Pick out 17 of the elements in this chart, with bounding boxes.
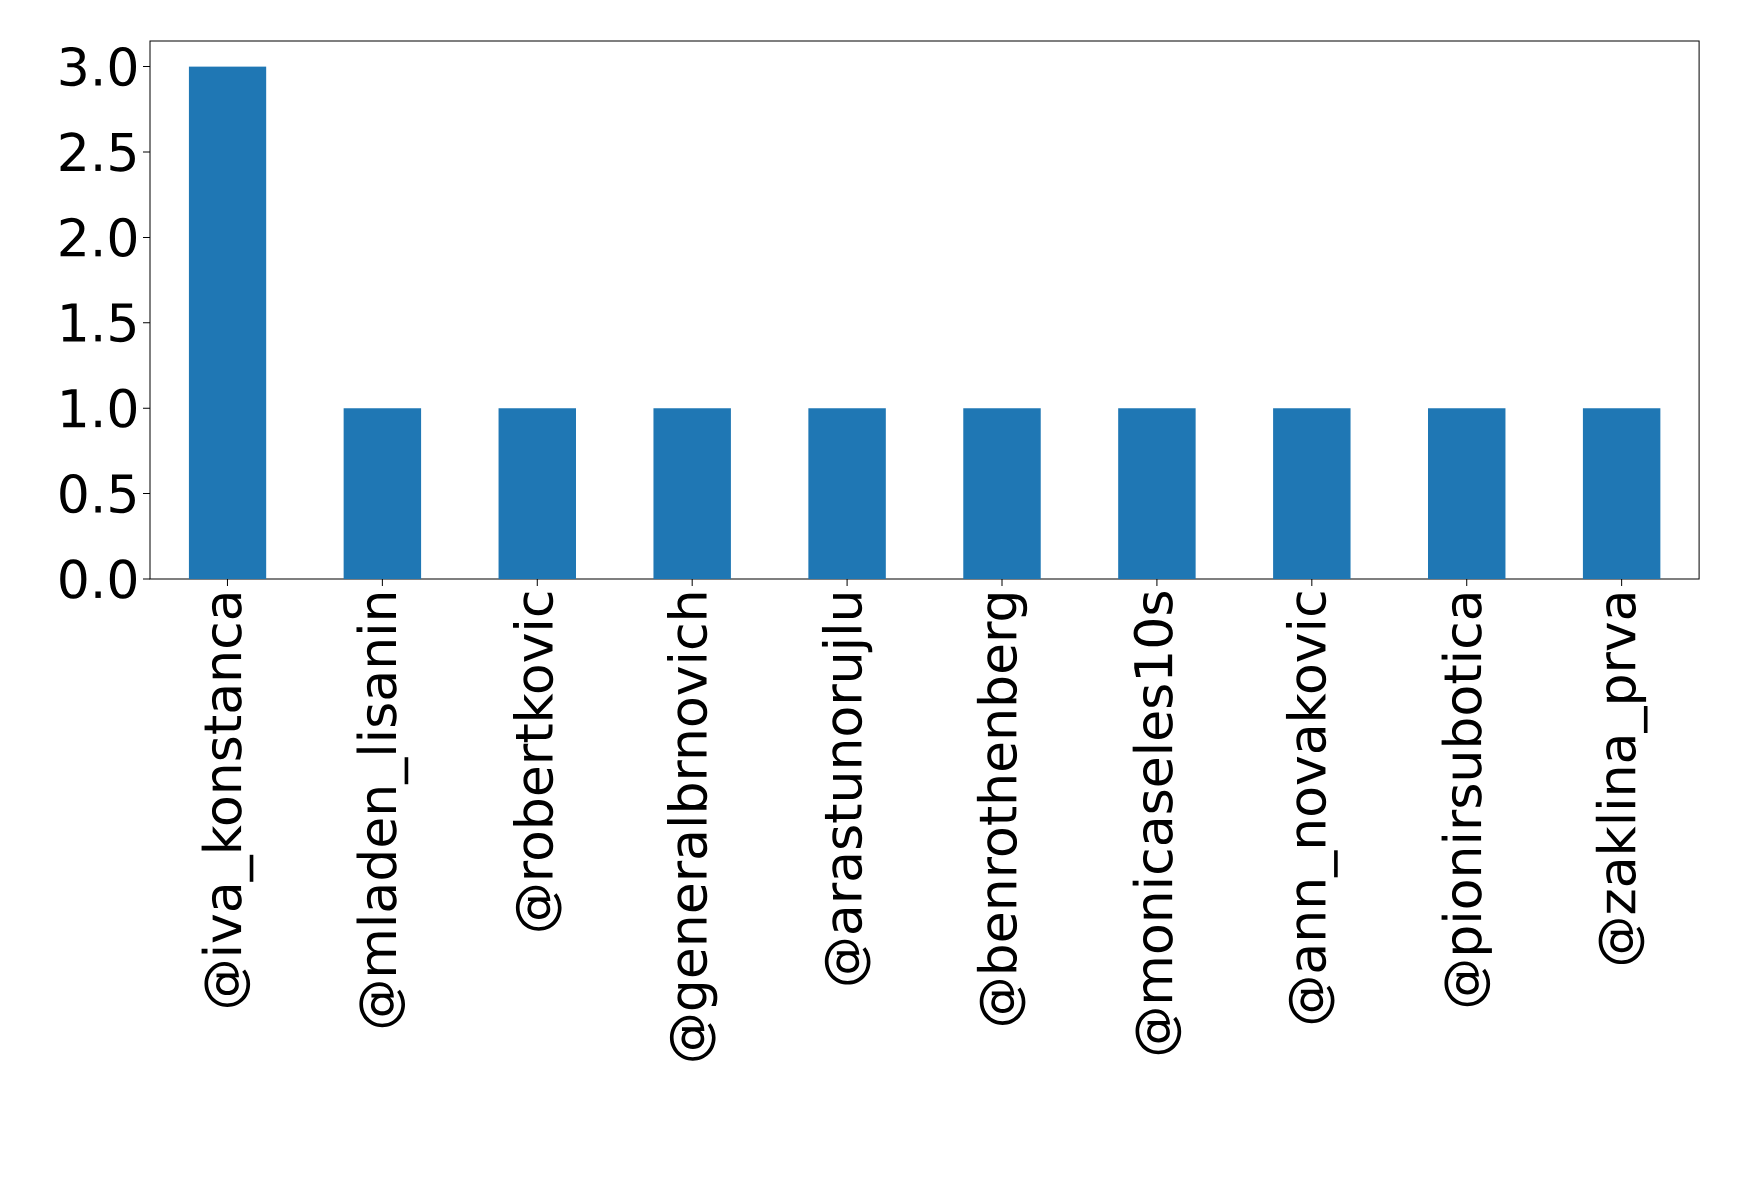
x-tick-label: @ann_novakovic: [1285, 592, 1338, 1024]
x-tick-label: @zaklina_prva: [1595, 594, 1648, 965]
y-tick-label: 1.5: [62, 303, 135, 343]
x-tick-label: @pionirsubotica: [1441, 594, 1492, 1007]
x-tick-label: @generalbrnovich: [667, 593, 718, 1061]
y-tick-label: 0.5: [60, 473, 135, 514]
x-tick-label: @robertkovic: [513, 592, 562, 931]
x-tick-label: @monicaseles10s: [1132, 592, 1182, 1055]
x-tick-label: @iva_konstanca: [201, 594, 254, 1007]
y-tick-label: 1.0: [62, 388, 137, 428]
y-tick-label: 2.5: [60, 132, 135, 172]
y-tick-label: 3.0: [60, 46, 137, 87]
x-tick-label: @arastunorujlu: [821, 594, 873, 985]
x-tick-label: @benrothenberg: [976, 594, 1028, 1025]
x-tick-label: @mladen_lisanin: [356, 593, 409, 1028]
y-tick-label: 2.0: [60, 217, 137, 258]
y-tick-label: 0.0: [60, 559, 137, 599]
